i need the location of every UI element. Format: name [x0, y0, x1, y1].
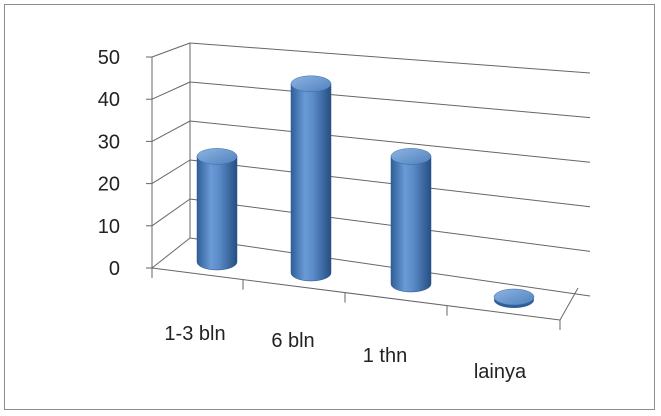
- bar-top: [290, 75, 332, 93]
- x-category-label: 6 bln: [271, 330, 314, 352]
- y-tick-label: 0: [109, 258, 120, 280]
- bar-top: [493, 288, 535, 306]
- floor-right-edge: [559, 287, 579, 321]
- gridline-side: [151, 198, 191, 227]
- x-category-label: 1 thn: [363, 345, 407, 367]
- bar-body: [290, 83, 332, 282]
- bar: [290, 75, 332, 282]
- gridline-side: [151, 120, 191, 142]
- gridline-side: [151, 237, 191, 269]
- bar-body: [390, 156, 432, 293]
- bar: [196, 148, 238, 271]
- bar-top: [196, 148, 238, 165]
- grid-layer: [151, 42, 591, 297]
- gridline-back: [189, 42, 591, 74]
- gridline-back: [189, 198, 591, 252]
- bar: [390, 148, 432, 293]
- bar: [493, 288, 535, 308]
- y-tick-label: 40: [98, 89, 120, 111]
- gridline-side: [151, 42, 191, 58]
- gridline-side: [151, 159, 191, 185]
- x-axis-front: [151, 267, 561, 321]
- y-tick-label: 20: [98, 174, 120, 196]
- y-tick-label: 50: [98, 47, 120, 69]
- bar-top: [390, 148, 432, 165]
- axis-layer: [146, 43, 579, 330]
- y-tick-label: 30: [98, 131, 120, 153]
- bar-layer: [196, 75, 535, 308]
- gridline-back: [189, 237, 591, 297]
- gridline-back: [189, 159, 591, 208]
- label-layer: 0 10 20 30 40 50 1-3 bln 6 bln 1 thn lainya: [98, 47, 527, 383]
- bar-body: [196, 156, 238, 271]
- x-category-label: lainya: [474, 361, 527, 383]
- gridline-back: [189, 120, 591, 163]
- gridline-side: [151, 81, 191, 100]
- x-category-label: 1-3 bln: [164, 323, 225, 345]
- gridline-back: [189, 81, 591, 119]
- y-tick-label: 10: [98, 216, 120, 238]
